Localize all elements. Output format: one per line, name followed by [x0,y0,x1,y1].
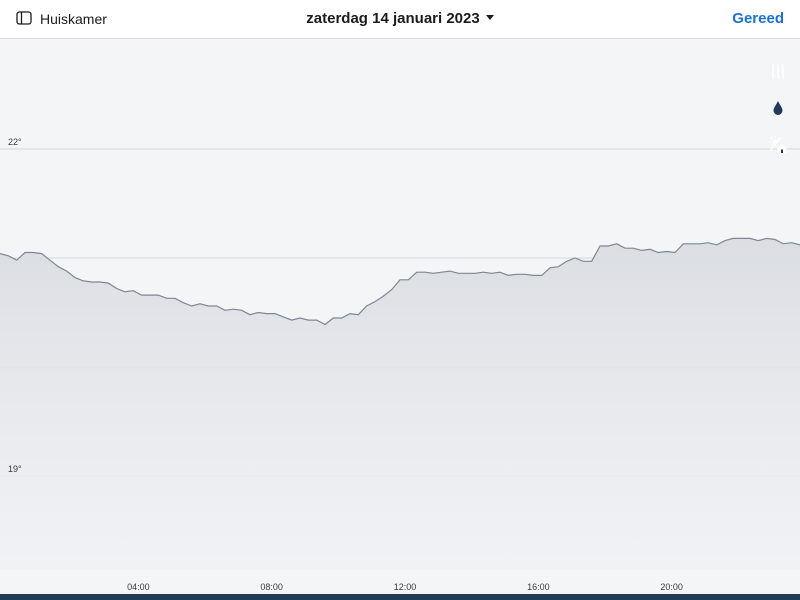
x-tick-label: 08:00 [260,582,283,592]
y-tick-label: 22° [8,137,22,147]
date-picker-button[interactable]: zaterdag 14 januari 2023 [250,10,550,27]
heating-icon [769,63,787,84]
x-tick-label: 16:00 [527,582,550,592]
x-tick-label: 04:00 [127,582,150,592]
sidebar-toggle-icon [16,10,32,28]
date-label: zaterdag 14 januari 2023 [306,10,480,27]
temperature-area [0,238,800,570]
y-tick-label: 19° [8,464,22,474]
x-tick-label: 20:00 [660,582,683,592]
room-label: Huiskamer [40,11,107,27]
outdoor-sun-house-icon [768,135,788,159]
bottom-bar [0,594,800,600]
humidity-drop-icon [772,100,784,121]
x-tick-label: 12:00 [394,582,417,592]
room-button[interactable]: Huiskamer [16,9,107,29]
top-bar: Huiskamer zaterdag 14 januari 2023 Geree… [0,0,800,39]
heating-toggle-button[interactable] [762,57,794,89]
outdoor-temperature-toggle-button[interactable] [762,131,794,163]
humidity-toggle-button[interactable] [762,94,794,126]
temperature-line [0,237,800,326]
chevron-down-icon [485,14,494,20]
temperature-chart: 22° 19° 04:00 08:00 12:00 16:00 20:00 [0,137,800,592]
done-button[interactable]: Gereed [732,10,784,27]
